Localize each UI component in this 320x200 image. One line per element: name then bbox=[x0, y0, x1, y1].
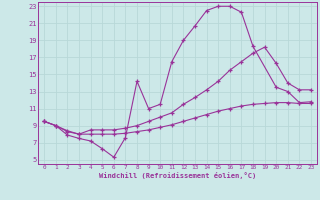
X-axis label: Windchill (Refroidissement éolien,°C): Windchill (Refroidissement éolien,°C) bbox=[99, 172, 256, 179]
